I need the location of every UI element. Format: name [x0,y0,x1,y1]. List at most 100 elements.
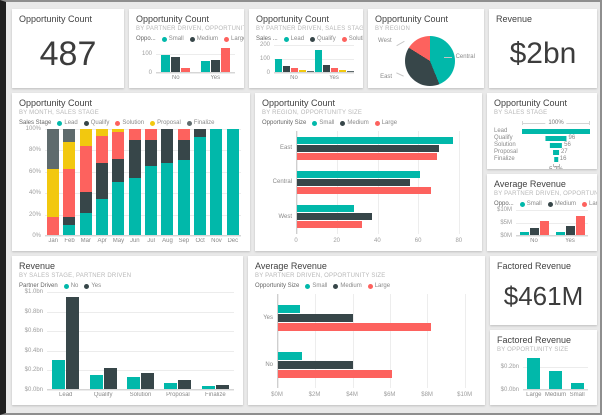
bar-small[interactable] [297,136,453,144]
bar-no[interactable] [89,375,103,389]
bar-yes[interactable] [178,380,192,389]
bar-factored revenue[interactable] [527,358,541,389]
bar-small[interactable] [161,54,171,72]
bar-segment-proposal[interactable] [63,141,76,170]
bar-small[interactable] [278,304,301,313]
bar-segment-finalize[interactable] [47,129,60,170]
bar-medium[interactable] [297,213,372,221]
tile-opp-by-region-pie[interactable]: Opportunity Count BY REGION Central East W… [368,9,484,88]
tile-revenue-kpi[interactable]: Revenue $2bn [489,9,597,88]
stacked-bar[interactable] [177,129,190,235]
legend-item-finalize[interactable]: Finalize [186,120,214,126]
bar-segment-lead[interactable] [128,177,141,235]
bar-segment-proposal[interactable] [47,169,60,217]
bar-segment-lead[interactable] [226,129,239,235]
bar-segment-lead[interactable] [145,166,158,235]
bar-qualify[interactable] [282,65,290,72]
bar-segment-lead[interactable] [63,225,76,235]
bar-small[interactable] [555,232,565,235]
legend-item-small[interactable]: Small [519,201,542,207]
bar-segment-solution[interactable] [63,169,76,217]
bar-segment-proposal[interactable] [96,129,109,137]
bar-segment-qualify[interactable] [96,162,109,199]
bar-small[interactable] [519,232,529,235]
bar-segment-qualify[interactable] [177,139,190,160]
funnel-bar[interactable] [549,142,563,148]
bar-segment-qualify[interactable] [79,191,92,213]
legend-item-medium[interactable]: Medium [547,201,576,207]
legend-item-small[interactable]: Small [161,36,184,42]
bar-yes[interactable] [215,385,229,389]
bar-segment-solution[interactable] [96,136,109,163]
tile-opp-by-partner-stage[interactable]: Opportunity Count BY PARTNER DRIVEN, SAL… [249,9,363,88]
legend-item-large[interactable]: Large [582,201,597,207]
bar-no[interactable] [127,377,141,389]
bar-large[interactable] [181,68,191,72]
bar-proposal[interactable] [298,70,306,72]
tile-factored-revenue-by-size[interactable]: Factored Revenue BY OPPORTUNITY SIZE $0.… [490,330,597,405]
bar-solution[interactable] [330,67,338,72]
bar-medium[interactable] [278,313,353,322]
bar-large[interactable] [539,221,549,235]
legend-item-small[interactable]: Small [305,283,327,289]
bar-small[interactable] [200,61,210,72]
bar-no[interactable] [164,383,178,389]
funnel-bar[interactable] [554,156,558,162]
bar-medium[interactable] [565,225,575,235]
bar-segment-solution[interactable] [112,132,125,159]
bar-factored revenue[interactable] [549,370,562,389]
tile-opportunity-count-kpi[interactable]: Opportunity Count 487 [12,9,124,88]
bar-finalize[interactable] [306,71,314,72]
bar-no[interactable] [52,359,66,389]
funnel-bar[interactable] [522,128,590,134]
bar-segment-proposal[interactable] [112,129,125,133]
tile-avg-revenue-small[interactable]: Average Revenue BY PARTNER DRIVEN, OPPOR… [487,174,597,251]
bar-segment-solution[interactable] [177,129,190,140]
bar-medium[interactable] [529,227,539,235]
stacked-bar[interactable] [226,129,239,235]
bar-large[interactable] [220,47,230,72]
bar-segment-lead[interactable] [194,137,207,235]
tile-opp-by-region-size[interactable]: Opportunity Count BY REGION, OPPORTUNITY… [255,93,482,251]
tile-factored-revenue-kpi[interactable]: Factored Revenue $461M [490,256,597,325]
legend-item-lead[interactable]: Lead [283,36,304,42]
bar-no[interactable] [201,386,215,389]
legend-item-medium[interactable]: Medium [340,120,369,126]
bar-yes[interactable] [141,373,155,389]
bar-segment-lead[interactable] [161,162,174,235]
tile-opp-by-sales-stage-funnel[interactable]: Opportunity Count BY SALES STAGE 100% Lea… [487,93,597,169]
tile-opp-by-month-stage[interactable]: Opportunity Count BY MONTH, SALES STAGE … [12,93,250,251]
stacked-bar[interactable] [145,129,158,235]
legend-item-lead[interactable]: Lead [57,120,78,126]
bar-segment-proposal[interactable] [79,129,92,146]
bar-segment-lead[interactable] [210,129,223,235]
legend-item-qualify[interactable]: Qualify [310,36,336,42]
bar-factored revenue[interactable] [570,383,584,389]
bar-qualify[interactable] [322,65,330,72]
funnel-bar[interactable] [553,149,559,155]
legend-item-medium[interactable]: Medium [189,36,218,42]
bar-segment-solution[interactable] [79,145,92,192]
bar-small[interactable] [297,205,354,213]
bar-large[interactable] [575,216,585,235]
bar-segment-solution[interactable] [128,129,141,140]
legend-item-solution[interactable]: Solution [341,36,363,42]
bar-segment-qualify[interactable] [128,139,141,178]
legend-item-large[interactable]: Large [374,120,397,126]
bar-large[interactable] [297,221,362,229]
bar-segment-qualify[interactable] [112,158,125,182]
bar-segment-solution[interactable] [145,129,158,140]
legend-item-large[interactable]: Large [367,283,390,289]
tile-revenue-by-stage-partner[interactable]: Revenue BY SALES STAGE, PARTNER DRIVEN P… [12,256,243,405]
legend-item-small[interactable]: Small [312,120,334,126]
bar-medium[interactable] [297,178,411,186]
legend-item-medium[interactable]: Medium [333,283,362,289]
bar-finalize[interactable] [346,71,354,72]
stacked-bar[interactable] [210,129,223,235]
stacked-bar[interactable] [63,129,76,235]
legend-item-no[interactable]: No [63,283,78,289]
bar-segment-qualify[interactable] [161,129,174,163]
bar-segment-qualify[interactable] [194,129,207,138]
bar-segment-lead[interactable] [96,198,109,235]
stacked-bar[interactable] [47,129,60,235]
